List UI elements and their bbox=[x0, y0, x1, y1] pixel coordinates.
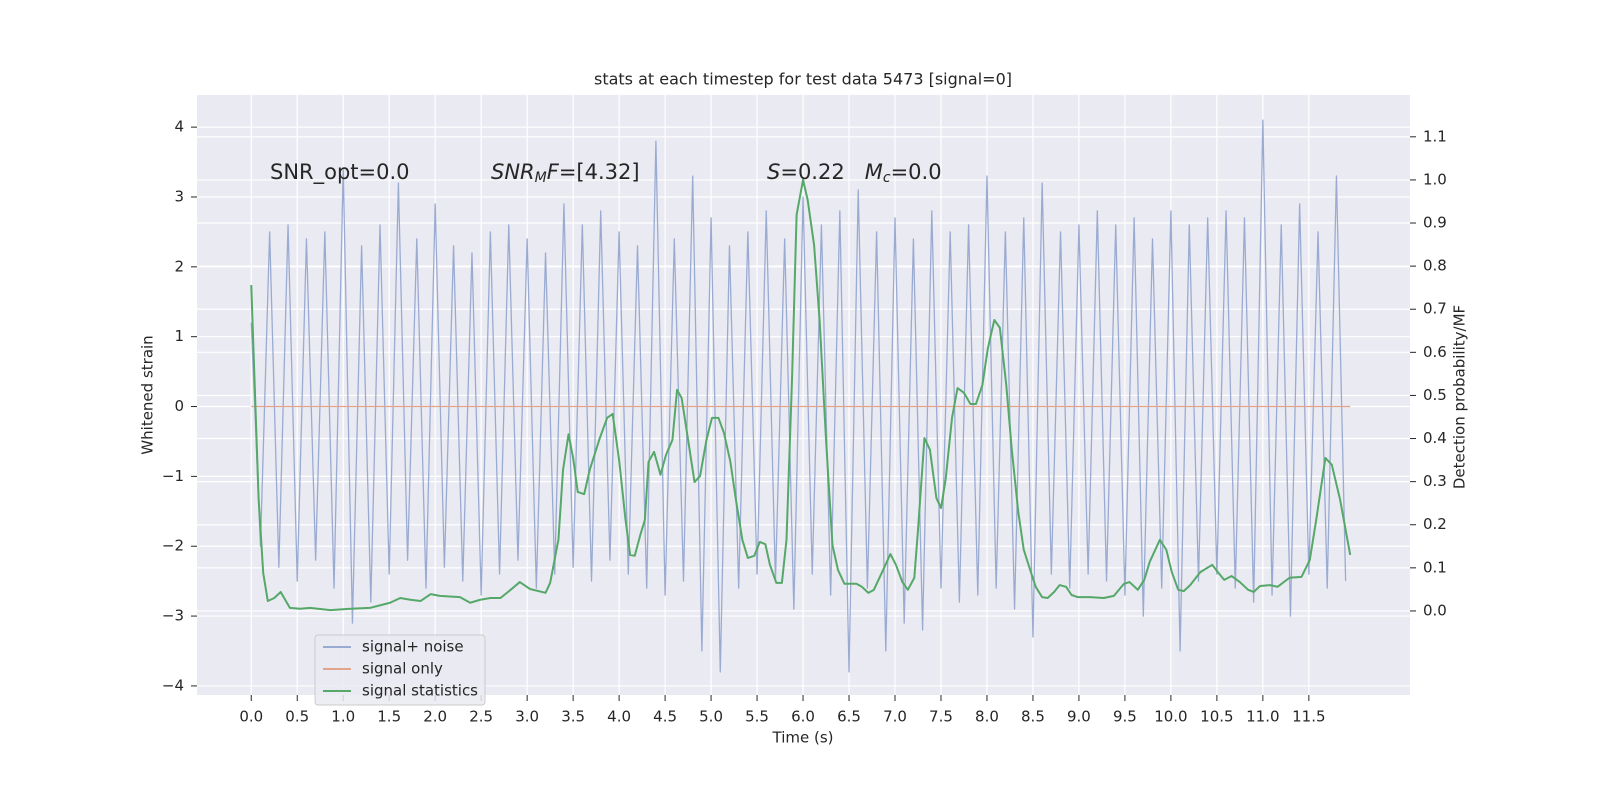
marks bbox=[250, 119, 1352, 673]
legend-label: signal statistics bbox=[362, 682, 478, 700]
annotation-part: M bbox=[865, 160, 883, 184]
y-tick-label: −2 bbox=[162, 537, 184, 555]
x-tick-label: 9.5 bbox=[1113, 708, 1137, 726]
x-tick-label: 1.5 bbox=[377, 708, 401, 726]
legend-label: signal only bbox=[362, 660, 443, 678]
x-axis-label: Time (s) bbox=[772, 729, 834, 747]
y-tick-label: 2 bbox=[174, 257, 184, 275]
x-tick-label: 2.0 bbox=[423, 708, 447, 726]
annotation: SNR_opt=0.0 bbox=[270, 160, 410, 185]
y2-tick-label: 0.2 bbox=[1423, 515, 1447, 533]
y-axis-label: Whitened strain bbox=[139, 335, 157, 454]
x-tick-label: 6.5 bbox=[837, 708, 861, 726]
annotation-part: SNR_opt=0.0 bbox=[270, 160, 410, 185]
y2-axis-label: Detection probability/MF bbox=[1451, 305, 1469, 489]
y-tick-label: −3 bbox=[162, 607, 184, 625]
x-tick-label: 3.5 bbox=[561, 708, 585, 726]
y2-tick-label: 0.4 bbox=[1423, 429, 1447, 447]
annotation: S=0.22 Mc=0.0 bbox=[767, 160, 942, 186]
legend-box bbox=[314, 634, 486, 706]
x-tick-label: 0.0 bbox=[239, 708, 263, 726]
x-tick-label: 7.0 bbox=[883, 708, 907, 726]
x-tick-label: 11.5 bbox=[1292, 708, 1325, 726]
x-tick-label: 8.5 bbox=[1021, 708, 1045, 726]
x-tick-label: 10.5 bbox=[1200, 708, 1233, 726]
y-tick-label: −4 bbox=[162, 676, 184, 694]
x-tick-label: 8.0 bbox=[975, 708, 999, 726]
x-tick-label: 2.5 bbox=[469, 708, 493, 726]
y-tick-label: −1 bbox=[162, 467, 184, 485]
annotation: SNRMF=[4.32] bbox=[491, 160, 640, 186]
legend: signal+ noise signal only signal statistic… bbox=[314, 634, 486, 706]
y2-tick-label: 1.0 bbox=[1423, 170, 1447, 188]
x-tick-label: 4.5 bbox=[653, 708, 677, 726]
annotation-part: S bbox=[767, 160, 780, 184]
series-line bbox=[250, 178, 1352, 612]
y2-tick-label: 0.9 bbox=[1423, 214, 1447, 232]
annotation-part: SNR bbox=[491, 160, 535, 184]
x-tick-label: 9.0 bbox=[1067, 708, 1091, 726]
y2-tick-label: 0.8 bbox=[1423, 257, 1447, 275]
x-tick-label: 1.0 bbox=[331, 708, 355, 726]
annotation-part: =0.22 bbox=[780, 160, 864, 184]
series-line bbox=[250, 119, 1347, 673]
y2-tick-label: 0.1 bbox=[1423, 558, 1447, 576]
x-tick-label: 5.5 bbox=[745, 708, 769, 726]
y-tick-label: 4 bbox=[174, 118, 184, 136]
y2-tick-label: 0.5 bbox=[1423, 386, 1447, 404]
x-tick-label: 7.5 bbox=[929, 708, 953, 726]
x-tick-label: 0.5 bbox=[285, 708, 309, 726]
y2-tick-label: 1.1 bbox=[1423, 127, 1447, 145]
x-tick-label: 5.0 bbox=[699, 708, 723, 726]
x-tick-label: 6.0 bbox=[791, 708, 815, 726]
annotation-part: c bbox=[883, 170, 891, 186]
y-tick-label: 3 bbox=[174, 187, 184, 205]
y-tick-label: 1 bbox=[174, 327, 184, 345]
y2-tick-label: 0.0 bbox=[1423, 601, 1447, 619]
chart-title: stats at each timestep for test data 547… bbox=[594, 70, 1012, 89]
annotation-part: =0.0 bbox=[891, 160, 942, 184]
x-tick-label: 10.0 bbox=[1154, 708, 1187, 726]
annotation-part: M bbox=[535, 170, 547, 186]
y2-tick-label: 0.7 bbox=[1423, 300, 1447, 318]
x-tick-label: 4.0 bbox=[607, 708, 631, 726]
y2-tick-label: 0.6 bbox=[1423, 343, 1447, 361]
x-tick-label: 3.0 bbox=[515, 708, 539, 726]
annotation-part: F bbox=[547, 160, 560, 184]
y2-tick-label: 0.3 bbox=[1423, 472, 1447, 490]
x-tick-label: 11.0 bbox=[1246, 708, 1279, 726]
y-tick-label: 0 bbox=[174, 397, 184, 415]
legend-label: signal+ noise bbox=[362, 638, 464, 656]
annotation-part: =[4.32] bbox=[559, 160, 640, 184]
